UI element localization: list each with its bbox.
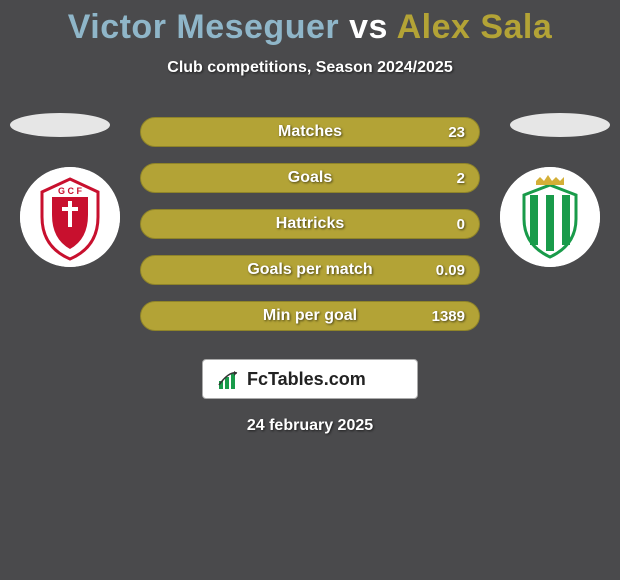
player1-ellipse bbox=[10, 113, 110, 137]
player1-name: Victor Meseguer bbox=[68, 8, 339, 46]
stat-value: 23 bbox=[448, 124, 465, 141]
vs-text: vs bbox=[349, 8, 388, 46]
stat-bar: Goals 2 bbox=[140, 163, 480, 193]
stat-bar: Min per goal 1389 bbox=[140, 301, 480, 331]
fctables-logo-text: FcTables.com bbox=[247, 369, 366, 389]
stat-label: Matches bbox=[278, 123, 342, 141]
stat-value: 1389 bbox=[432, 308, 465, 325]
stat-bar: Goals per match 0.09 bbox=[140, 255, 480, 285]
stat-label: Goals bbox=[288, 169, 332, 187]
stat-value: 2 bbox=[457, 170, 465, 187]
player2-name: Alex Sala bbox=[397, 8, 553, 46]
stat-bar: Hattricks 0 bbox=[140, 209, 480, 239]
stat-value: 0.09 bbox=[436, 262, 465, 279]
player1-club-badge: G C F bbox=[20, 167, 120, 267]
stat-label: Min per goal bbox=[263, 307, 357, 325]
stat-bar: Matches 23 bbox=[140, 117, 480, 147]
player2-club-badge bbox=[500, 167, 600, 267]
stat-value: 0 bbox=[457, 216, 465, 233]
date-text: 24 february 2025 bbox=[0, 417, 620, 435]
stat-label: Goals per match bbox=[247, 261, 372, 279]
fctables-logo-box: FcTables.com bbox=[202, 359, 418, 399]
comparison-title: Victor Meseguer vs Alex Sala bbox=[0, 0, 620, 47]
subtitle: Club competitions, Season 2024/2025 bbox=[0, 59, 620, 77]
comparison-main: G C F Matches 23 Goals 2 Hattricks 0 Goals per… bbox=[0, 117, 620, 331]
svg-text:G C F: G C F bbox=[58, 186, 83, 196]
stat-label: Hattricks bbox=[276, 215, 344, 233]
stat-bars: Matches 23 Goals 2 Hattricks 0 Goals per match… bbox=[140, 117, 480, 331]
player2-ellipse bbox=[510, 113, 610, 137]
